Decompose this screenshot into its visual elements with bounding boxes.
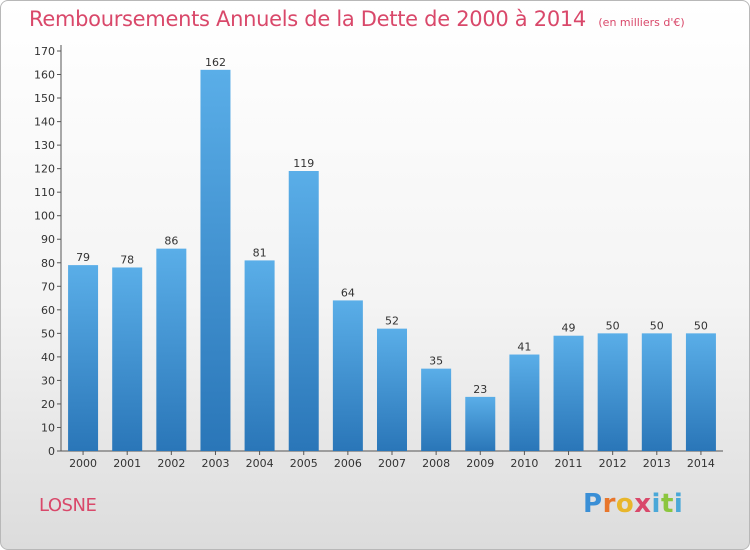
data-label: 50 [694,319,708,332]
y-tick-label: 170 [34,45,55,58]
x-tick-label: 2002 [157,457,185,470]
y-tick-label: 110 [34,186,55,199]
chart-title: Remboursements Annuels de la Dette de 20… [29,7,685,31]
x-tick-label: 2011 [555,457,583,470]
data-label: 41 [517,341,531,354]
x-tick-label: 2006 [334,457,362,470]
y-tick-label: 70 [41,280,55,293]
x-tick-label: 2008 [422,457,450,470]
y-tick-label: 40 [41,351,55,364]
y-tick-label: 160 [34,69,55,82]
x-tick-label: 2000 [69,457,97,470]
bar [332,300,363,451]
bar [641,333,672,451]
logo-letter: x [634,489,652,519]
x-tick-label: 2013 [643,457,671,470]
data-label: 23 [473,383,487,396]
data-label: 50 [650,319,664,332]
data-label: 49 [562,322,576,335]
bar [553,335,584,451]
data-label: 64 [341,286,355,299]
bar [685,333,716,451]
y-tick-label: 10 [41,421,55,434]
x-tick-label: 2010 [510,457,538,470]
y-tick-label: 140 [34,116,55,129]
bar [156,248,187,451]
x-tick-label: 2004 [246,457,274,470]
x-tick-label: 2012 [599,457,627,470]
y-tick-label: 80 [41,257,55,270]
y-tick-label: 100 [34,210,55,223]
y-tick-label: 30 [41,374,55,387]
logo-letter: P [583,489,603,519]
x-tick-label: 2001 [113,457,141,470]
data-label: 119 [293,157,314,170]
y-tick-label: 120 [34,163,55,176]
chart-title-text: Remboursements Annuels de la Dette de 20… [29,7,586,31]
x-tick-label: 2009 [466,457,494,470]
data-label: 35 [429,355,443,368]
bar [68,265,99,451]
bar [377,328,407,451]
bars: 79 78 86 162 81 119 64 52 35 23 41 49 50 50 50 [68,56,716,451]
bar [421,368,452,451]
y-tick-label: 50 [41,327,55,340]
bar [288,171,319,451]
bar [244,260,275,451]
x-tick-label: 2003 [201,457,229,470]
logo-letter: r [602,489,616,519]
x-tick-label: 2007 [378,457,406,470]
data-label: 79 [76,251,90,264]
logo-letter: o [615,489,635,519]
y-tick-label: 130 [34,139,55,152]
data-label: 52 [385,315,399,328]
y-tick-label: 90 [41,233,55,246]
x-tick-label: 2005 [290,457,318,470]
y-tick-label: 150 [34,92,55,105]
y-tick-label: 0 [48,445,55,458]
proxiti-logo[interactable]: Proxiti [583,489,683,519]
y-tick-label: 20 [41,398,55,411]
bar [597,333,628,451]
x-tick-label: 2014 [687,457,715,470]
data-label: 162 [205,56,226,69]
chart-unit: (en milliers d'€) [598,16,685,29]
y-tick-label: 60 [41,304,55,317]
data-label: 81 [253,246,267,259]
commune-name: LOSNE [39,495,97,516]
data-label: 86 [164,235,178,248]
data-label: 50 [606,319,620,332]
bar [509,354,540,451]
data-label: 78 [120,253,134,266]
logo-letter: i [673,489,684,519]
logo-letter: i [651,489,661,519]
logo-letter: t [660,489,674,519]
bar [200,69,231,451]
axes: 0 10 20 30 40 50 60 70 80 90 100 110 120 130 140 150 160… [34,45,723,470]
bar [465,396,496,451]
bar [112,267,143,451]
